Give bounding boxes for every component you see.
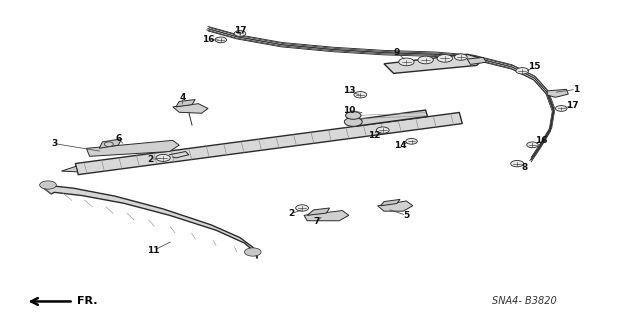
Polygon shape <box>307 208 330 215</box>
Text: 11: 11 <box>147 246 160 255</box>
Circle shape <box>346 112 361 119</box>
Polygon shape <box>381 199 400 206</box>
Text: 6: 6 <box>115 134 122 143</box>
Circle shape <box>527 142 538 148</box>
Polygon shape <box>355 110 428 126</box>
Circle shape <box>244 248 261 256</box>
Circle shape <box>511 160 524 167</box>
Text: 16: 16 <box>202 35 214 44</box>
Polygon shape <box>86 140 179 156</box>
Circle shape <box>156 154 170 161</box>
Text: SNA4- B3820: SNA4- B3820 <box>492 296 557 307</box>
Text: 9: 9 <box>394 48 400 57</box>
Circle shape <box>296 205 308 211</box>
Polygon shape <box>467 57 486 64</box>
Circle shape <box>399 58 414 66</box>
Text: 2: 2 <box>288 209 294 218</box>
Circle shape <box>215 37 227 43</box>
Polygon shape <box>378 201 413 211</box>
Circle shape <box>516 68 529 74</box>
Text: 15: 15 <box>528 63 541 71</box>
Polygon shape <box>304 211 349 221</box>
Text: 3: 3 <box>51 139 58 148</box>
Polygon shape <box>384 54 483 73</box>
Text: 17: 17 <box>234 26 246 35</box>
Circle shape <box>344 117 362 126</box>
Polygon shape <box>173 104 208 113</box>
Text: 13: 13 <box>342 86 355 95</box>
Circle shape <box>234 31 246 36</box>
Polygon shape <box>547 89 568 97</box>
Text: 16: 16 <box>534 136 547 145</box>
Text: 10: 10 <box>342 106 355 115</box>
Circle shape <box>40 181 56 189</box>
Circle shape <box>418 56 433 64</box>
Circle shape <box>376 127 389 133</box>
Text: 2: 2 <box>147 155 154 164</box>
Text: 12: 12 <box>368 131 381 140</box>
Polygon shape <box>176 100 195 107</box>
Polygon shape <box>42 185 257 258</box>
Circle shape <box>454 54 467 60</box>
Text: 5: 5 <box>403 211 410 220</box>
Polygon shape <box>99 139 122 148</box>
Text: 8: 8 <box>522 163 528 172</box>
Circle shape <box>104 142 113 146</box>
Text: 4: 4 <box>179 93 186 102</box>
Text: 1: 1 <box>573 85 579 94</box>
Polygon shape <box>61 166 77 172</box>
Polygon shape <box>76 113 462 174</box>
Text: 7: 7 <box>314 217 320 226</box>
Circle shape <box>437 55 452 62</box>
Circle shape <box>406 138 417 144</box>
Text: FR.: FR. <box>77 296 97 307</box>
Circle shape <box>556 106 567 111</box>
Text: 14: 14 <box>394 141 406 150</box>
Circle shape <box>354 92 367 98</box>
Text: 17: 17 <box>566 101 579 110</box>
